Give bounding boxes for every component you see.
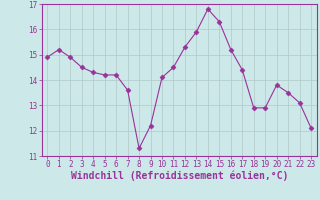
X-axis label: Windchill (Refroidissement éolien,°C): Windchill (Refroidissement éolien,°C) [70, 171, 288, 181]
